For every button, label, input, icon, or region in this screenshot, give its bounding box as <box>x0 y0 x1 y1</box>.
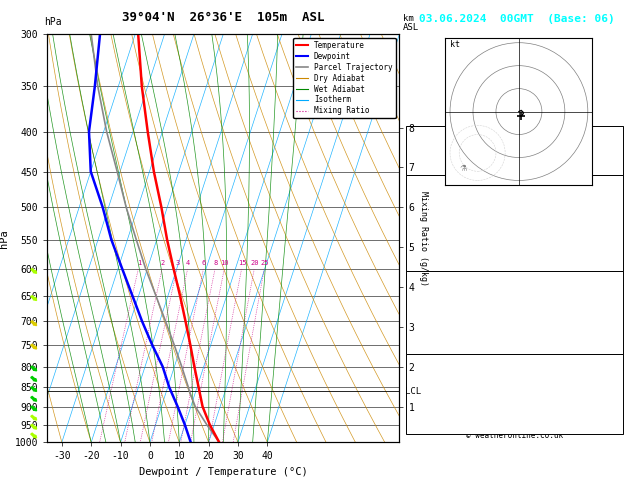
Text: StmDir: StmDir <box>412 406 445 415</box>
Text: Lifted Index: Lifted Index <box>412 232 477 241</box>
Text: kt: kt <box>450 40 460 49</box>
Text: 8: 8 <box>213 260 218 266</box>
Text: 0: 0 <box>613 260 618 268</box>
Text: 317°: 317° <box>597 406 618 415</box>
Text: Mixing Ratio (g/kg): Mixing Ratio (g/kg) <box>419 191 428 286</box>
Text: 23.6: 23.6 <box>597 191 618 200</box>
Text: ⚗: ⚗ <box>459 164 467 174</box>
Text: 46: 46 <box>608 146 618 155</box>
Text: © weatheronline.co.uk: © weatheronline.co.uk <box>465 431 563 440</box>
X-axis label: Dewpoint / Temperature (°C): Dewpoint / Temperature (°C) <box>139 467 308 477</box>
Text: Dewp (°C): Dewp (°C) <box>412 205 460 214</box>
Text: 850: 850 <box>602 287 618 296</box>
Text: 2: 2 <box>613 232 618 241</box>
Text: θₑ(K): θₑ(K) <box>412 218 439 227</box>
Text: 6: 6 <box>202 260 206 266</box>
Text: 39°04'N  26°36'E  105m  ASL: 39°04'N 26°36'E 105m ASL <box>122 11 325 24</box>
Text: 2.07: 2.07 <box>597 162 618 171</box>
Bar <box>406 354 623 434</box>
Text: 0: 0 <box>613 343 618 352</box>
Text: -2: -2 <box>608 390 618 399</box>
Text: 0: 0 <box>613 329 618 338</box>
Text: θₑ (K): θₑ (K) <box>412 301 445 310</box>
Text: 25: 25 <box>260 260 269 266</box>
Text: km
ASL: km ASL <box>403 14 419 32</box>
Text: 2: 2 <box>613 315 618 324</box>
Text: StmSpd (kt): StmSpd (kt) <box>412 422 471 431</box>
Text: 13.9: 13.9 <box>597 205 618 214</box>
Text: Most Unstable: Most Unstable <box>479 273 549 282</box>
Text: PW (cm): PW (cm) <box>412 162 450 171</box>
Text: EH: EH <box>412 374 423 383</box>
Text: hPa: hPa <box>44 17 62 27</box>
Text: LCL: LCL <box>405 387 421 396</box>
Text: CIN (J): CIN (J) <box>412 343 450 352</box>
Bar <box>406 126 623 175</box>
Text: Surface: Surface <box>496 177 533 186</box>
Text: Lifted Index: Lifted Index <box>412 315 477 324</box>
Bar <box>406 271 623 354</box>
Text: Temp (°C): Temp (°C) <box>412 191 460 200</box>
Text: CAPE (J): CAPE (J) <box>412 329 455 338</box>
Text: 4: 4 <box>186 260 191 266</box>
Text: Hodograph: Hodograph <box>490 358 538 367</box>
Text: -8: -8 <box>608 374 618 383</box>
Text: SREH: SREH <box>412 390 434 399</box>
Text: K: K <box>412 130 418 139</box>
Text: CIN (J): CIN (J) <box>412 260 450 268</box>
Text: 0: 0 <box>613 246 618 255</box>
Text: Totals Totals: Totals Totals <box>412 146 482 155</box>
Text: 2: 2 <box>160 260 165 266</box>
Legend: Temperature, Dewpoint, Parcel Trajectory, Dry Adiabat, Wet Adiabat, Isotherm, Mi: Temperature, Dewpoint, Parcel Trajectory… <box>293 38 396 119</box>
Text: 15: 15 <box>238 260 247 266</box>
Text: Pressure (mb): Pressure (mb) <box>412 287 482 296</box>
Text: 03.06.2024  00GMT  (Base: 06): 03.06.2024 00GMT (Base: 06) <box>420 14 615 24</box>
Text: CAPE (J): CAPE (J) <box>412 246 455 255</box>
Y-axis label: hPa: hPa <box>0 229 9 247</box>
Bar <box>406 175 623 271</box>
Text: 3: 3 <box>613 422 618 431</box>
Text: 1: 1 <box>136 260 141 266</box>
Text: 20: 20 <box>250 260 259 266</box>
Text: 10: 10 <box>221 260 229 266</box>
Text: 19: 19 <box>608 130 618 139</box>
Text: 325: 325 <box>602 218 618 227</box>
Text: 3: 3 <box>175 260 179 266</box>
Text: 327: 327 <box>602 301 618 310</box>
